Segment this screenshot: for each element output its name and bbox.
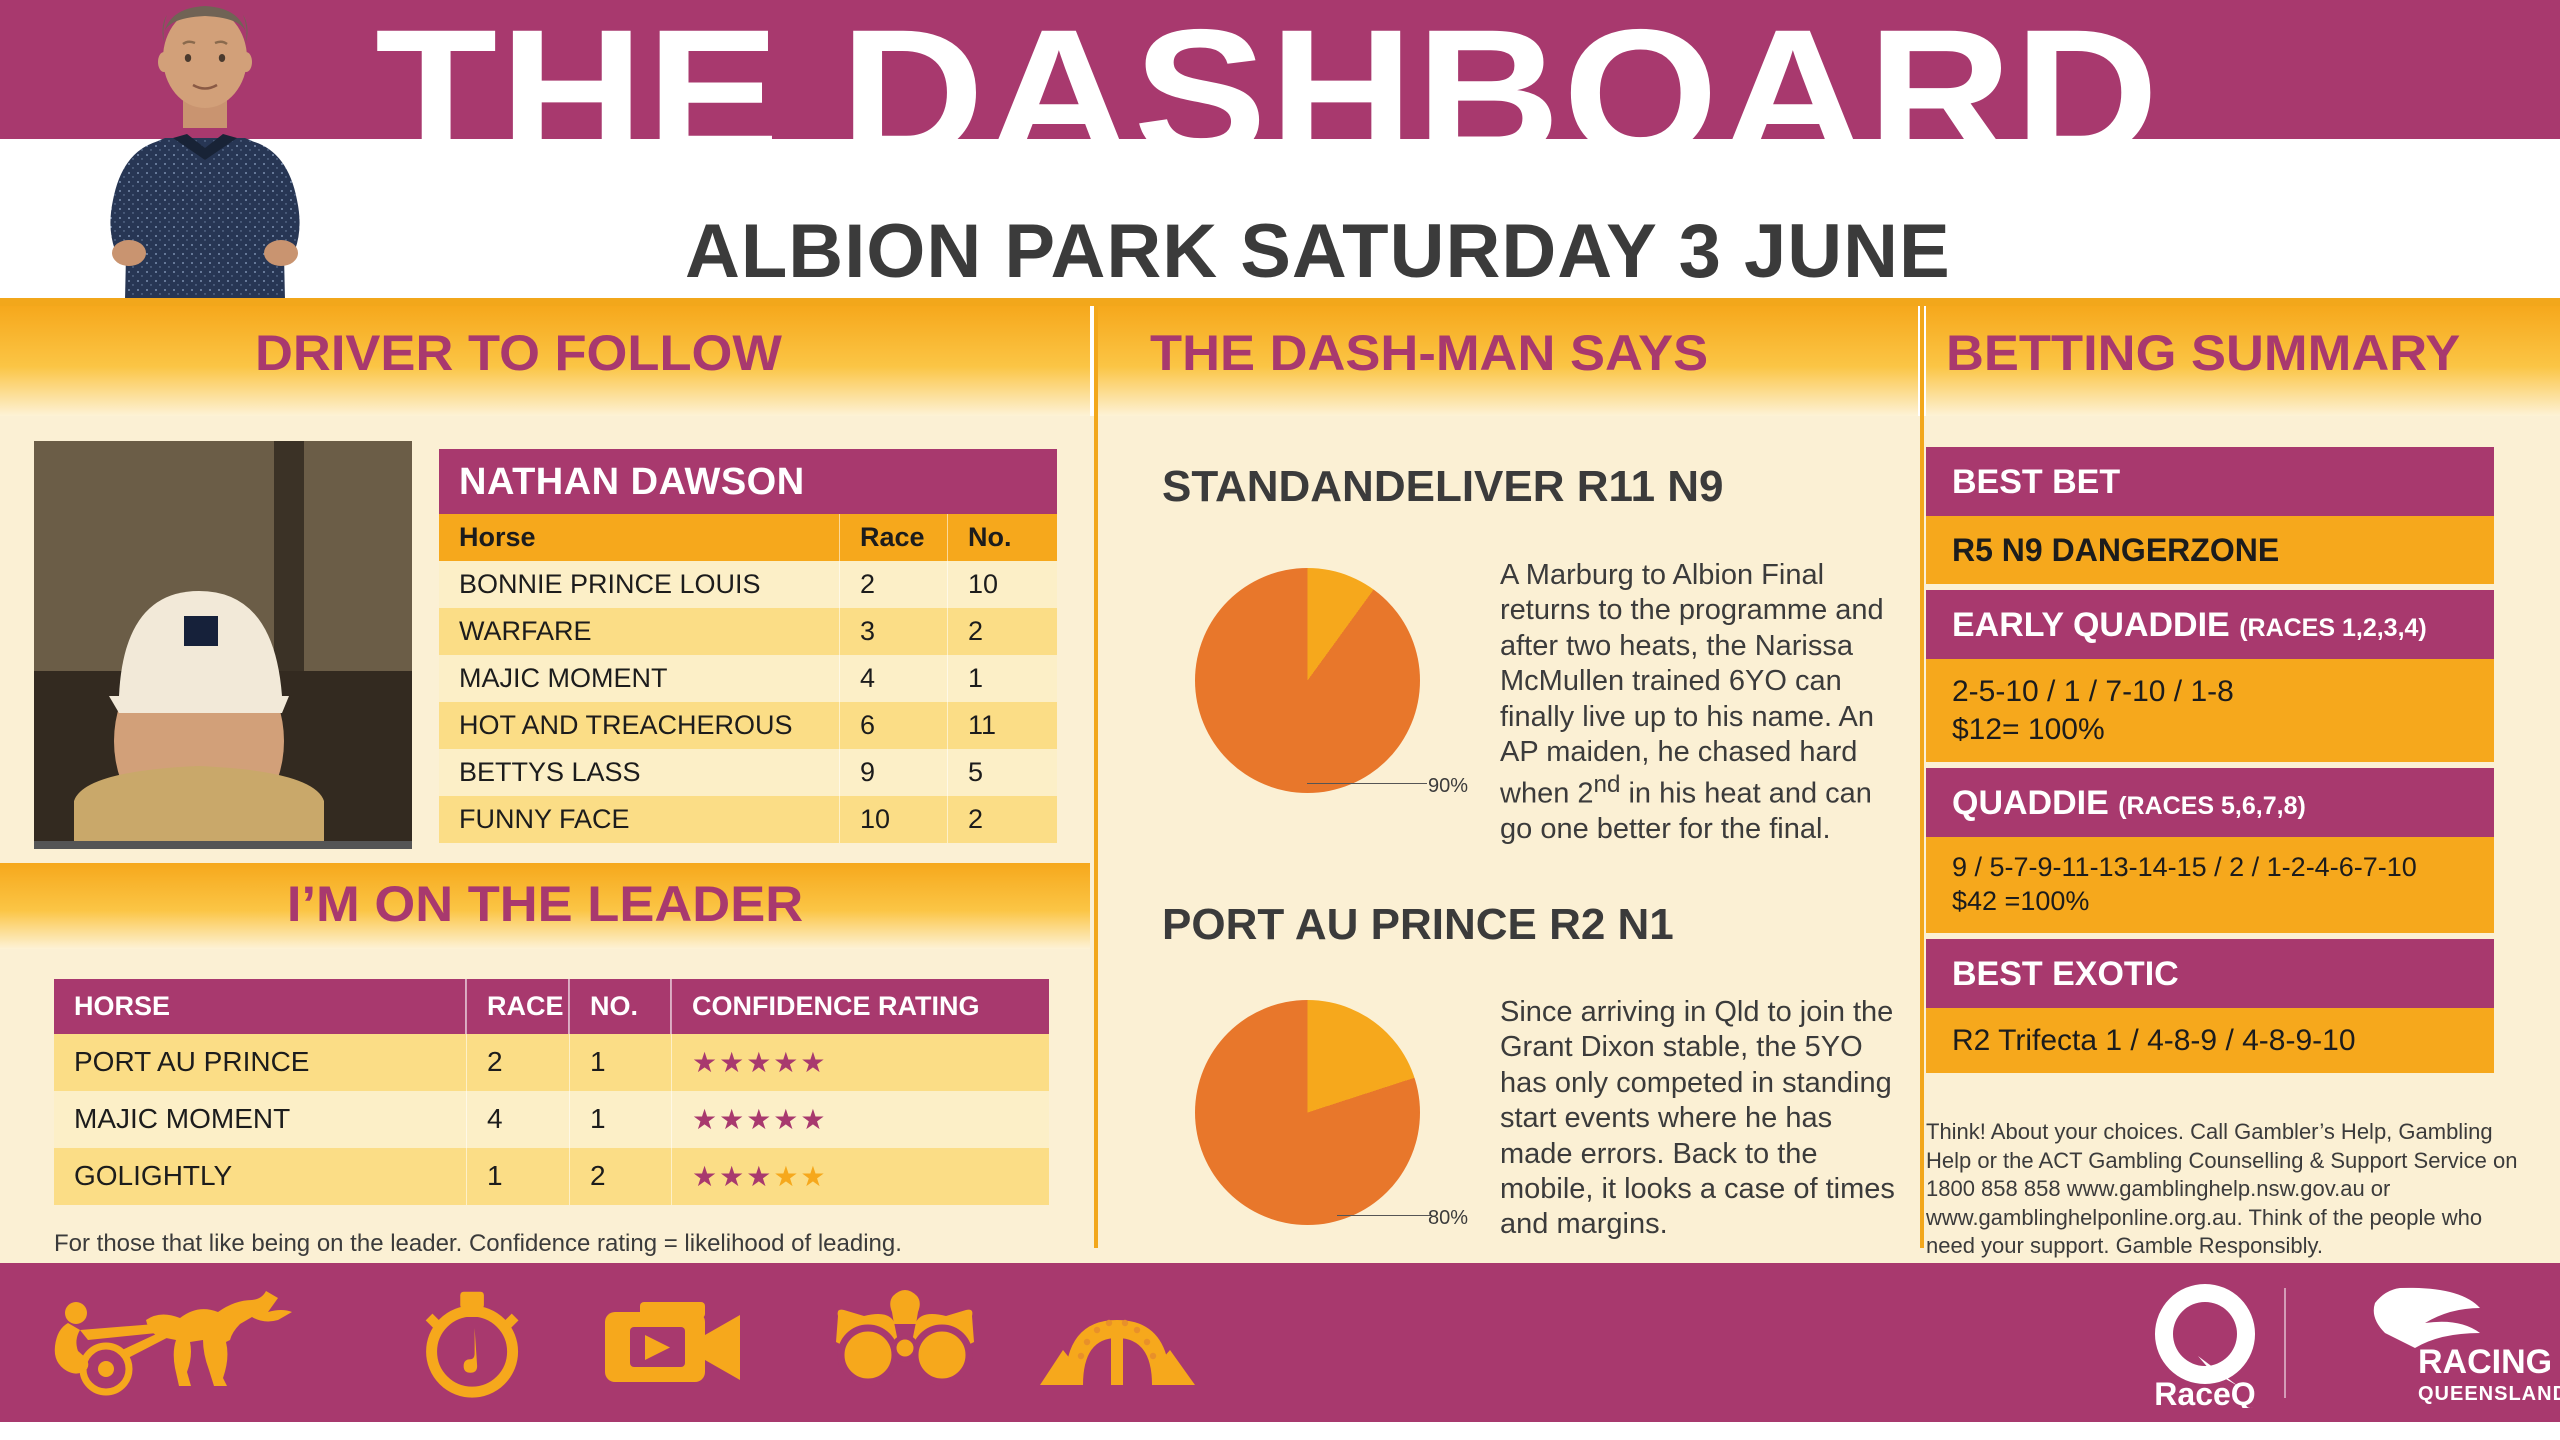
svg-text:RACING: RACING [2418, 1343, 2552, 1381]
svg-text:RaceQ: RaceQ [2154, 1376, 2255, 1408]
svg-text:QUEENSLAND: QUEENSLAND [2418, 1383, 2560, 1405]
